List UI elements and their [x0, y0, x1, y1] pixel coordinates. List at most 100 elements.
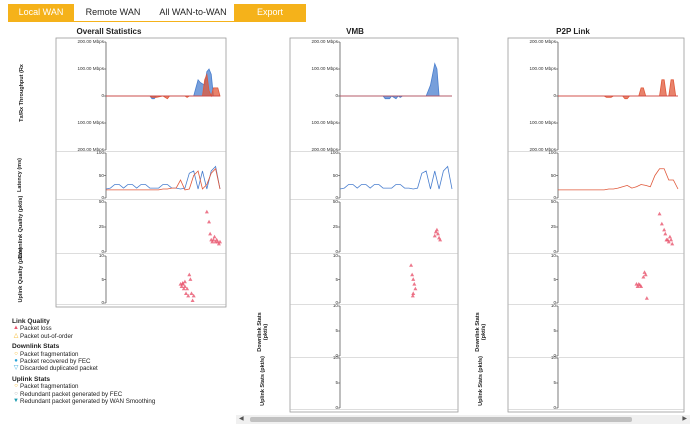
- tick-label: 0: [335, 405, 338, 410]
- legend: Link Quality ▲ Packet loss △ Packet out-of…: [12, 318, 155, 405]
- tick-label: 10: [98, 253, 104, 258]
- scrollbar-thumb[interactable]: [250, 417, 632, 422]
- tick-label: 25: [332, 224, 338, 229]
- panel-frame: [507, 37, 685, 413]
- packet-loss-marker: [667, 234, 672, 239]
- packet-loss-marker: [410, 293, 415, 298]
- tick-label: 0: [553, 195, 556, 200]
- tick-label: 100.00 Mbps: [311, 120, 338, 125]
- latency-series-line: [339, 165, 453, 190]
- packet-loss-marker: [639, 284, 644, 288]
- tick-label: 0: [335, 353, 338, 358]
- packet-loss-marker: [641, 274, 646, 279]
- tick-label: 0: [553, 353, 556, 358]
- legend-label: Packet fragmentation: [20, 383, 79, 391]
- triangle-up-outline-icon: △: [13, 332, 19, 339]
- legend-link-quality-title: Link Quality: [12, 318, 50, 325]
- packet-loss-marker: [643, 272, 648, 277]
- packet-loss-marker: [436, 231, 440, 236]
- packet-loss-marker: [662, 227, 667, 232]
- packet-loss-marker: [432, 233, 437, 238]
- packet-loss-marker: [434, 227, 439, 232]
- tick-label: 0: [101, 93, 104, 98]
- tick-label: 5: [101, 276, 104, 282]
- throughput-series-area: [340, 62, 452, 100]
- panel-title-p2p: P2P Link: [556, 27, 590, 36]
- legend-item: ○ Redundant packet generated by FEC: [12, 391, 155, 398]
- tick-label: 5: [553, 380, 556, 385]
- panel-frame: [55, 37, 227, 308]
- tick-label: 200.00 Mbps: [311, 147, 338, 152]
- tick-label: 0: [553, 93, 556, 98]
- tick-label: 0: [553, 300, 556, 305]
- packet-loss-marker: [182, 284, 187, 288]
- tick-label: 5: [335, 276, 338, 282]
- tick-label: 5: [553, 276, 556, 282]
- packet-loss-marker: [666, 239, 671, 244]
- legend-label: Packet loss: [20, 325, 52, 333]
- export-button[interactable]: Export: [234, 4, 306, 21]
- throughput-series-area: [558, 79, 678, 100]
- tick-label: 200.00 Mbps: [311, 39, 338, 44]
- tick-label: 200.00 Mbps: [529, 39, 556, 44]
- legend-item: ○ Packet fragmentation: [12, 351, 155, 358]
- tick-label: 50: [98, 172, 104, 178]
- tick-label: 50: [550, 199, 556, 204]
- tick-label: 50: [332, 172, 338, 178]
- scroll-right-icon[interactable]: ▶: [682, 416, 687, 422]
- tick-label: 0: [335, 93, 338, 98]
- packet-loss-marker: [218, 239, 222, 244]
- packet-loss-marker: [438, 237, 443, 242]
- packet-loss-marker: [411, 277, 416, 281]
- scroll-left-icon[interactable]: ◀: [239, 416, 244, 422]
- legend-label: Redundant packet generated by WAN Smooth…: [20, 398, 156, 406]
- legend-item: ○ Packet fragmentation: [12, 383, 155, 390]
- legend-label: Redundant packet generated by FEC: [20, 390, 123, 398]
- legend-item: ▽ Discarded duplicated packet: [12, 365, 155, 372]
- packet-loss-marker: [189, 291, 194, 295]
- packet-loss-marker: [208, 231, 213, 236]
- tick-label: 0: [101, 195, 104, 200]
- packet-loss-marker: [659, 221, 664, 226]
- tick-label: 0: [553, 405, 556, 410]
- tick-label: 100.00 Mbps: [77, 120, 104, 125]
- tick-label: 100: [548, 150, 556, 155]
- packet-loss-marker: [635, 284, 640, 288]
- legend-label: Discarded duplicated packet: [20, 365, 98, 373]
- tick-label: 50: [98, 199, 104, 204]
- tick-label: 0: [335, 195, 338, 200]
- tab-local-wan[interactable]: Local WAN: [8, 4, 74, 21]
- packet-loss-marker: [412, 282, 417, 286]
- tab-bar: Local WAN Remote WAN All WAN-to-WAN Expo…: [8, 4, 306, 21]
- packet-loss-marker: [413, 286, 418, 291]
- legend-downlink-stats-title: Downlink Stats: [12, 343, 60, 351]
- packet-loss-marker: [216, 241, 221, 246]
- tab-all-wan-to-wan[interactable]: All WAN-to-WAN: [159, 7, 227, 17]
- panel-title-overall: Overall Statistics: [76, 27, 142, 36]
- tick-label: 10: [550, 253, 556, 258]
- packet-loss-marker: [184, 291, 189, 295]
- packet-loss-marker: [182, 279, 187, 284]
- circle-outline-icon: ○: [14, 350, 18, 357]
- tick-label: 10: [550, 303, 556, 308]
- triangle-up-icon: ▲: [13, 325, 19, 332]
- circle-icon: ●: [14, 358, 18, 365]
- tick-label: 100.00 Mbps: [311, 66, 338, 71]
- tick-label: 100.00 Mbps: [529, 66, 556, 71]
- legend-item: ▼ Redundant packet generated by WAN Smoot…: [12, 398, 155, 405]
- packet-loss-marker: [190, 298, 195, 303]
- legend-label: Packet recovered by FEC: [20, 358, 91, 366]
- tick-label: 200.00 Mbps: [77, 39, 104, 44]
- packet-loss-marker: [204, 209, 209, 214]
- tick-label: 0: [335, 249, 338, 254]
- legend-item: ▲ Packet loss: [12, 325, 155, 332]
- panel-frame: [289, 37, 459, 413]
- horizontal-scrollbar[interactable]: ◀ ▶: [236, 415, 690, 424]
- packet-loss-marker: [187, 272, 192, 277]
- circle-outline-icon: ○: [14, 390, 18, 397]
- latency-series-line: [558, 168, 679, 191]
- tab-remote-wan[interactable]: Remote WAN: [85, 7, 141, 17]
- legend-uplink-stats-title: Uplink Stats: [12, 375, 51, 383]
- tick-label: 50: [332, 199, 338, 204]
